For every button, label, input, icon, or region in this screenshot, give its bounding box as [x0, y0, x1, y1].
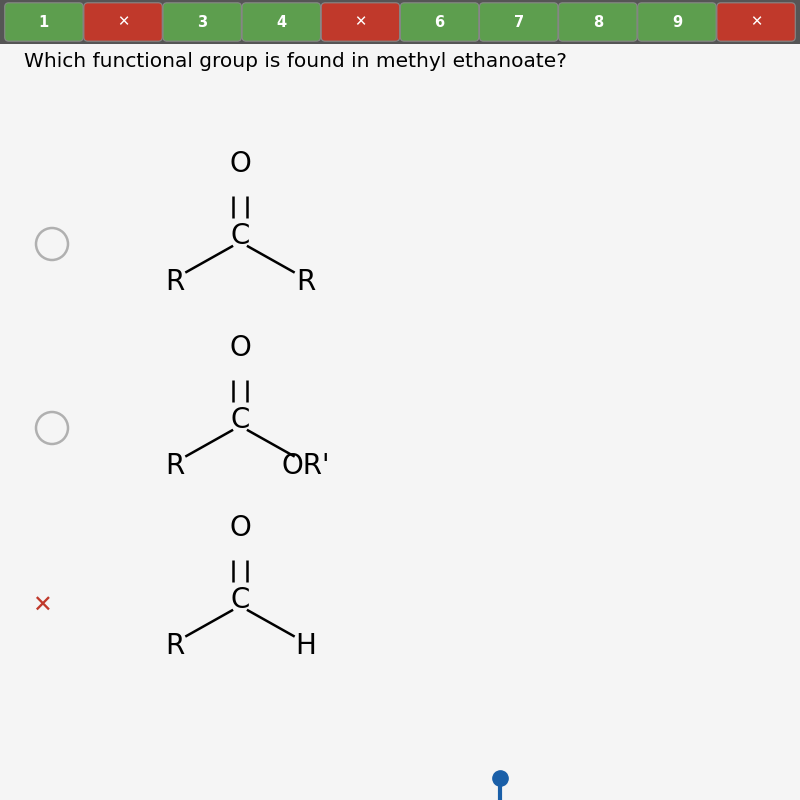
Text: ✕: ✕: [354, 14, 366, 30]
Text: R: R: [165, 453, 184, 480]
Text: C: C: [230, 586, 250, 614]
Text: R: R: [296, 268, 315, 296]
Text: ✕: ✕: [32, 594, 51, 618]
Text: O: O: [229, 334, 251, 362]
Text: ✕: ✕: [117, 14, 129, 30]
FancyBboxPatch shape: [400, 3, 478, 41]
Text: ✕: ✕: [750, 14, 762, 30]
FancyBboxPatch shape: [242, 3, 321, 41]
FancyBboxPatch shape: [717, 3, 795, 41]
Text: R: R: [165, 632, 184, 660]
Text: 9: 9: [672, 14, 682, 30]
Text: 6: 6: [434, 14, 445, 30]
Text: Which functional group is found in methyl ethanoate?: Which functional group is found in methy…: [24, 52, 567, 71]
Text: 7: 7: [514, 14, 524, 30]
Text: C: C: [230, 406, 250, 434]
FancyBboxPatch shape: [322, 3, 400, 41]
FancyBboxPatch shape: [638, 3, 716, 41]
FancyBboxPatch shape: [163, 3, 242, 41]
Text: R: R: [165, 268, 184, 296]
FancyBboxPatch shape: [84, 3, 162, 41]
Text: 1: 1: [39, 14, 49, 30]
FancyBboxPatch shape: [479, 3, 558, 41]
Text: O: O: [229, 514, 251, 542]
Bar: [0, 0, 800, 44]
Text: C: C: [230, 222, 250, 250]
FancyBboxPatch shape: [558, 3, 637, 41]
Text: H: H: [295, 632, 316, 660]
Text: 8: 8: [593, 14, 603, 30]
Text: O: O: [229, 150, 251, 178]
Text: 3: 3: [197, 14, 207, 30]
Text: OR': OR': [282, 453, 330, 480]
FancyBboxPatch shape: [5, 3, 83, 41]
Text: 4: 4: [276, 14, 286, 30]
